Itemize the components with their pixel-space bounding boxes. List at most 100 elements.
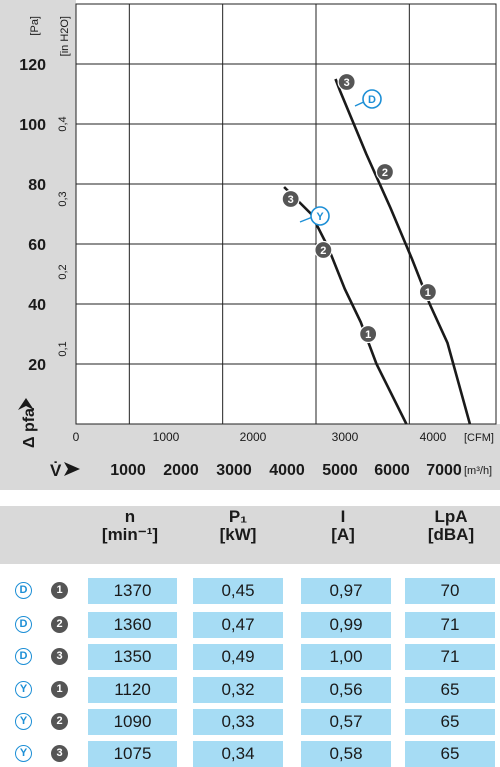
y-axis-band [0, 0, 76, 424]
table-cell: 0,99 [301, 612, 391, 638]
curve-point-label: 3 [288, 194, 294, 206]
y-unit-pa: [Pa] [29, 16, 41, 36]
table-cell: 65 [405, 741, 495, 767]
y-axis-label: Δ pfa [21, 408, 38, 448]
point-badge: 2 [51, 713, 68, 730]
table-cell: 1,00 [301, 644, 391, 670]
point-badge: 1 [51, 681, 68, 698]
curve-point-marker [281, 189, 300, 209]
y-tick-inch: 0,1 [57, 341, 69, 356]
table-row: Y 2 1090 0,33 0,57 65 [0, 709, 500, 735]
table-row: Y 3 1075 0,34 0,58 65 [0, 741, 500, 767]
x-tick-m3h: 5000 [322, 462, 358, 479]
y-tick-inch: 0,2 [57, 264, 69, 279]
table-cell: 0,97 [301, 578, 391, 604]
y-tick-pa: 40 [28, 297, 46, 314]
y-tick-inch: 0,3 [57, 191, 69, 206]
point-badge: 1 [51, 582, 68, 599]
table-cell: 0,34 [193, 741, 283, 767]
header-sound-level: LpA [dBA] [406, 508, 496, 544]
table-cell: 0,49 [193, 644, 283, 670]
curve-point-marker [418, 282, 437, 302]
x-tick-m3h: 2000 [163, 462, 199, 479]
header-speed-unit: [min⁻¹] [101, 525, 159, 544]
curve-point-label: 3 [344, 77, 350, 89]
table-cell: 71 [405, 612, 495, 638]
point-badge: 3 [51, 648, 68, 665]
curve-point-marker [314, 240, 333, 260]
header-speed-label: n [124, 507, 136, 526]
x-unit-m3h: [m³/h] [464, 465, 492, 477]
curve-badge: Y [15, 745, 32, 762]
header-power-unit: [kW] [219, 525, 257, 544]
table-cell: 1370 [88, 578, 177, 604]
table-cell: 65 [405, 709, 495, 735]
header-speed: n [min⁻¹] [85, 508, 175, 544]
table-cell: 0,57 [301, 709, 391, 735]
plot-frame [75, 3, 497, 425]
x-unit-cfm: [CFM] [464, 432, 494, 444]
x-tick-cfm: 2000 [240, 430, 267, 444]
curve-point-label: 2 [320, 245, 326, 257]
table-cell: 0,58 [301, 741, 391, 767]
header-current: I [A] [298, 508, 388, 544]
curve-point-marker [337, 72, 356, 92]
table-cell: 0,33 [193, 709, 283, 735]
plot-area [76, 4, 496, 424]
x-tick-m3h: 1000 [110, 462, 146, 479]
curve-callout-label: D [368, 94, 376, 106]
curve-badge: D [15, 648, 32, 665]
table-cell: 71 [405, 644, 495, 670]
table-row: Y 1 1120 0,32 0,56 65 [0, 677, 500, 703]
y-axis-arrow-icon [18, 398, 34, 410]
header-current-label: I [340, 507, 346, 526]
curve-point-label: 1 [365, 329, 371, 341]
table-cell: 1090 [88, 709, 177, 735]
x-tick-cfm: 0 [73, 430, 80, 444]
x-tick-cfm: 4000 [420, 430, 447, 444]
table-cell: 1360 [88, 612, 177, 638]
x-axis-label: V̇ [50, 461, 62, 480]
point-badge: 2 [51, 616, 68, 633]
point-badge: 3 [51, 745, 68, 762]
curve-callout-badge [310, 206, 330, 226]
curve-badge: Y [15, 713, 32, 730]
curve-badge: Y [15, 681, 32, 698]
x-axis-arrow-icon [64, 462, 80, 476]
table-cell: 1350 [88, 644, 177, 670]
curve-badge: D [15, 582, 32, 599]
table-cell: 65 [405, 677, 495, 703]
curve-point-marker [375, 162, 395, 182]
table-cell: 0,47 [193, 612, 283, 638]
curve-badge: D [15, 616, 32, 633]
x-tick-m3h: 3000 [216, 462, 252, 479]
x-tick-m3h: 7000 [426, 462, 462, 479]
table-header-band [0, 506, 500, 564]
x-tick-m3h: 4000 [269, 462, 305, 479]
y-tick-pa: 120 [19, 57, 46, 74]
y-unit-inch: [in H2O] [59, 16, 71, 56]
table-cell: 1075 [88, 741, 177, 767]
x-axis-band [0, 424, 500, 490]
header-power: P₁ [kW] [193, 508, 283, 544]
table-cell: 70 [405, 578, 495, 604]
curve-D [334, 78, 472, 425]
x-tick-cfm: 3000 [332, 430, 359, 444]
y-tick-pa: 100 [19, 117, 46, 134]
table-row: D 2 1360 0,47 0,99 71 [0, 612, 500, 638]
y-tick-inch: 0,4 [57, 116, 69, 131]
fan-performance-chart: 120 100 80 60 40 20 [Pa] [in H2O] 0,4 0,3 0,2 0,1 Δ … [0, 0, 500, 490]
table-cell: 0,45 [193, 578, 283, 604]
y-tick-pa: 60 [28, 237, 46, 254]
x-tick-m3h: 6000 [374, 462, 410, 479]
y-tick-pa: 20 [28, 357, 46, 374]
table-cell: 0,56 [301, 677, 391, 703]
table-cell: 1120 [88, 677, 177, 703]
header-current-unit: [A] [331, 525, 355, 544]
y-tick-pa: 80 [28, 177, 46, 194]
curve-callout-label: Y [316, 211, 324, 223]
curve-callout-badge [362, 89, 382, 109]
table-row: D 3 1350 0,49 1,00 71 [0, 644, 500, 670]
header-sound-unit: [dBA] [427, 525, 475, 544]
